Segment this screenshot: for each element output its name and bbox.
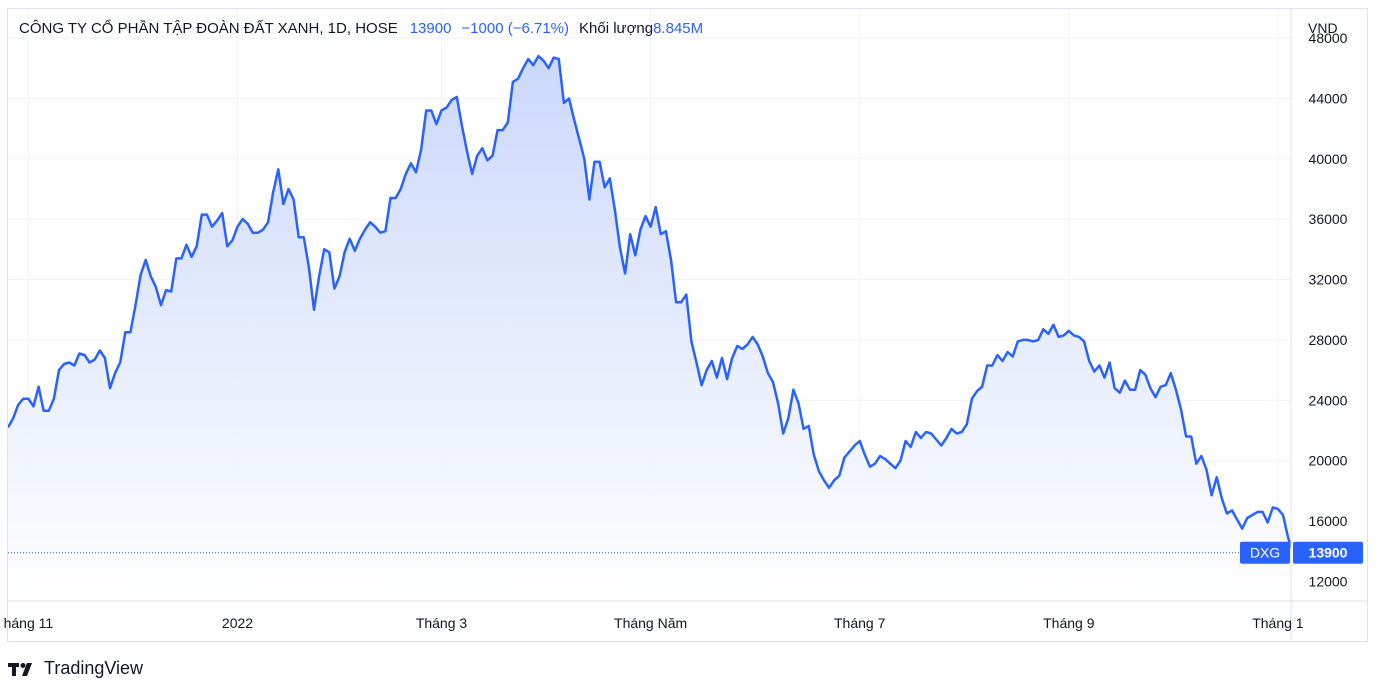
area-fill — [8, 56, 1291, 601]
currency-label: VND — [1308, 20, 1338, 36]
y-tick-label: 40000 — [1309, 151, 1348, 167]
x-tick-label: 2022 — [222, 615, 253, 631]
symbol-tag-label: DXG — [1250, 545, 1280, 561]
symbol-title: CÔNG TY CỔ PHẦN TẬP ĐOÀN ĐẤT XANH, 1D, H… — [19, 20, 398, 37]
y-tick-label: 44000 — [1309, 90, 1348, 106]
plot-area — [8, 54, 1291, 601]
y-tick-label: 12000 — [1309, 573, 1348, 589]
tradingview-brand[interactable]: TradingView — [8, 658, 143, 679]
x-tick-label: Tháng 3 — [416, 615, 468, 631]
y-tick-label: 48000 — [1309, 30, 1348, 46]
price-chart[interactable]: 12000 16000 20000 24000 28000 32000 36000 40000… — [0, 0, 1385, 650]
symbol-tag-bg — [1240, 541, 1290, 564]
price-tag-bg — [1293, 541, 1363, 564]
price-change: −1000 (−6.71%) — [461, 20, 569, 37]
x-tick-label: háng 11 — [4, 615, 54, 631]
y-tick-label: 32000 — [1309, 272, 1348, 288]
tradingview-logo-icon — [8, 662, 32, 676]
price-line — [8, 54, 1291, 551]
y-tick-label: 28000 — [1309, 332, 1348, 348]
y-tick-label: 20000 — [1309, 453, 1348, 469]
volume-label: Khối lượng — [579, 20, 654, 37]
price-tag-value: 13900 — [1309, 545, 1348, 561]
x-tick-label: Tháng 9 — [1043, 615, 1095, 631]
volume-value: 8.845M — [653, 20, 704, 37]
price-tag: DXG 13900 — [1240, 541, 1363, 564]
x-tick-label: Tháng 7 — [834, 615, 886, 631]
y-axis[interactable]: 12000 16000 20000 24000 28000 32000 36000 40000… — [1309, 30, 1348, 589]
chart-legend: CÔNG TY CỔ PHẦN TẬP ĐOÀN ĐẤT XANH, 1D, H… — [19, 20, 703, 37]
last-price: 13900 — [409, 20, 452, 37]
brand-label: TradingView — [44, 658, 144, 678]
y-tick-label: 16000 — [1309, 513, 1348, 529]
x-axis[interactable]: háng 11 2022 Tháng 3 Tháng Năm Tháng 7 Tháng … — [4, 615, 1304, 631]
y-tick-label: 24000 — [1309, 392, 1348, 408]
y-tick-label: 36000 — [1309, 211, 1348, 227]
x-tick-label: Tháng 1 — [1252, 615, 1304, 631]
x-tick-label: Tháng Năm — [614, 615, 687, 631]
